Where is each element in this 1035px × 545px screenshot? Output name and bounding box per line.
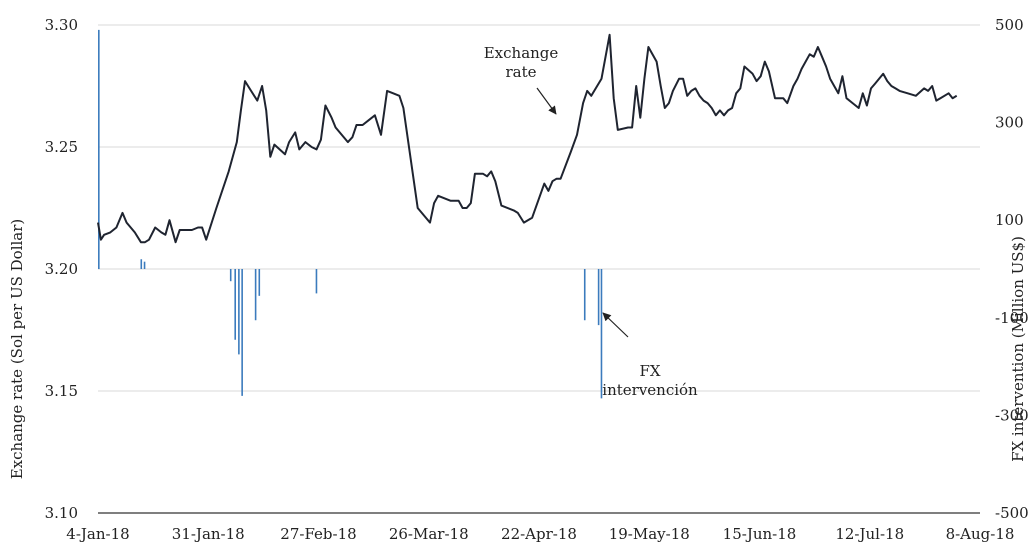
x-tick-label: 8-Aug-18	[946, 525, 1015, 543]
fx-intervention-bars	[98, 29, 603, 399]
left-axis-title: Exchange rate (Sol per US Dollar)	[8, 219, 26, 480]
x-tick-label: 12-Jul-18	[835, 525, 904, 543]
left-tick-label: 3.25	[45, 138, 78, 156]
right-axis-title: FX intervention (Million US$)	[1009, 236, 1027, 462]
fx-intervention-arrow	[602, 312, 629, 338]
left-tick-label: 3.20	[45, 260, 78, 278]
right-tick-label: 100	[995, 211, 1024, 229]
exchange-rate-annotation: Exchange rate	[484, 44, 559, 81]
gridlines	[98, 24, 980, 392]
left-tick-label: 3.10	[45, 504, 78, 522]
right-tick-label: 300	[995, 114, 1024, 132]
annotation-line: Exchange	[484, 44, 559, 62]
x-tick-label: 22-Apr-18	[501, 525, 577, 543]
x-tick-label: 27-Feb-18	[280, 525, 356, 543]
x-tick-label: 4-Jan-18	[66, 525, 129, 543]
annotation-line: intervención	[602, 381, 698, 399]
annotations: Exchange rate FX intervención	[484, 44, 698, 399]
annotation-line: rate	[505, 63, 536, 81]
fx-intervention-annotation: FX intervención	[602, 362, 698, 399]
exchange-rate-series	[97, 33, 958, 244]
right-tick-label: -100	[995, 309, 1029, 327]
x-tick-label: 31-Jan-18	[172, 525, 245, 543]
right-tick-label: -500	[995, 504, 1029, 522]
exchange-rate-line	[97, 33, 958, 244]
right-tick-label: -300	[995, 406, 1029, 424]
exchange-rate-arrow	[536, 87, 557, 115]
left-tick-label: 3.30	[45, 16, 78, 34]
x-axis-ticks: 4-Jan-18 31-Jan-18 27-Feb-18 26-Mar-18 22-Ap…	[66, 525, 1014, 543]
right-tick-label: 500	[995, 16, 1024, 34]
left-axis-ticks: 3.30 3.25 3.20 3.15 3.10	[45, 16, 78, 522]
x-tick-label: 26-Mar-18	[389, 525, 469, 543]
right-axis-ticks: 500 300 100 -100 -300 -500	[995, 16, 1029, 522]
x-tick-label: 15-Jun-18	[723, 525, 797, 543]
left-tick-label: 3.15	[45, 382, 78, 400]
x-tick-label: 19-May-18	[609, 525, 690, 543]
annotation-line: FX	[639, 362, 660, 380]
